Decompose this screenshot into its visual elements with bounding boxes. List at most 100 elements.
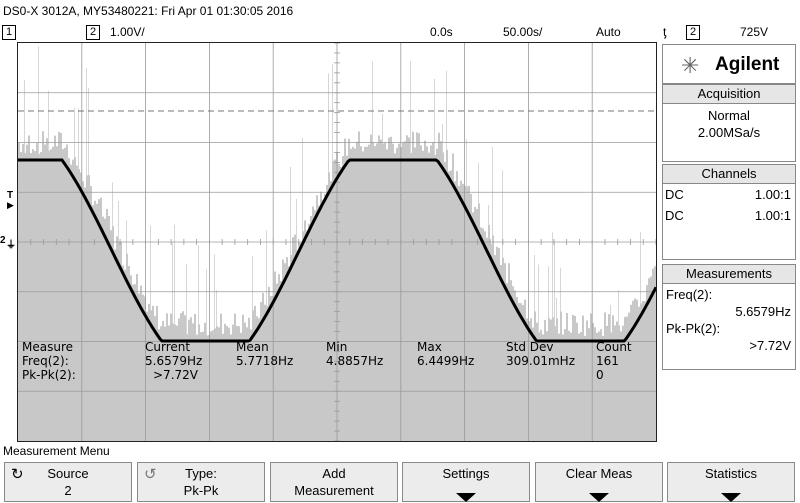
info-side-panel: ✳ Agilent Acquisition Normal 2.00MSa/s C… <box>660 42 800 442</box>
persistence-column <box>136 274 138 441</box>
persistence-column <box>542 334 544 441</box>
persistence-column <box>174 324 176 441</box>
persistence-column <box>586 320 588 441</box>
ground-icon: ⏚ <box>6 240 16 251</box>
add-measurement-softkey[interactable]: Add Measurement <box>270 462 398 502</box>
persistence-column <box>210 331 212 441</box>
rotate-knob-icon: ↻ <box>11 466 24 483</box>
softkey-bar: ↻ Source 2 ↺ Type: Pk-Pk Add Measurement… <box>0 460 800 503</box>
persistence-column <box>148 303 150 441</box>
persistence-column <box>286 257 288 441</box>
type-softkey[interactable]: ↺ Type: Pk-Pk <box>137 462 265 502</box>
persistence-column <box>404 141 406 441</box>
persistence-column <box>188 319 190 441</box>
persistence-column <box>468 185 470 441</box>
persistence-column <box>638 306 640 441</box>
persistence-spike <box>534 255 535 312</box>
waveform-display[interactable] <box>17 42 657 442</box>
channel-2-ground-marker[interactable]: 2 <box>0 235 6 246</box>
persistence-column <box>652 268 654 441</box>
brand-name: Agilent <box>715 54 780 75</box>
persistence-column <box>308 223 310 441</box>
persistence-column <box>216 326 218 441</box>
persistence-column <box>42 131 44 441</box>
channels-panel[interactable]: Channels DC 1.00:1 DC 1.00:1 <box>662 164 796 260</box>
source-softkey[interactable]: ↻ Source 2 <box>4 462 132 502</box>
persistence-column <box>80 172 82 441</box>
persistence-column <box>596 332 598 441</box>
persistence-column <box>264 304 266 441</box>
persistence-column <box>452 153 454 441</box>
persistence-column <box>610 332 612 441</box>
persistence-column <box>440 141 442 441</box>
persistence-column <box>370 134 372 441</box>
persistence-column <box>560 311 562 441</box>
pkpk-current: >7.72V <box>153 368 198 382</box>
persistence-column <box>428 152 430 441</box>
persistence-spike <box>186 264 187 335</box>
persistence-spike <box>328 73 329 173</box>
persistence-column <box>414 147 416 441</box>
persistence-column <box>318 205 320 441</box>
persistence-column <box>562 334 564 441</box>
persistence-column <box>444 161 446 441</box>
persistence-column <box>204 322 206 441</box>
persistence-column <box>226 325 228 441</box>
persistence-spike <box>112 182 113 227</box>
persistence-column <box>430 145 432 441</box>
persistence-column <box>570 332 572 441</box>
clear-meas-softkey[interactable]: Clear Meas <box>535 462 663 502</box>
persistence-column <box>128 266 130 441</box>
persistence-column <box>590 313 592 441</box>
persistence-column <box>552 317 554 441</box>
persistence-column <box>206 335 208 441</box>
persistence-column <box>190 317 192 441</box>
persistence-column <box>122 265 124 441</box>
persistence-column <box>614 325 616 441</box>
persistence-column <box>620 331 622 441</box>
persistence-column <box>388 137 390 441</box>
persistence-column <box>504 263 506 441</box>
measurements-header: Measurements <box>663 265 795 284</box>
channel-1-indicator[interactable]: 1 <box>2 25 16 40</box>
persistence-column <box>390 136 392 441</box>
persistence-column <box>594 327 596 441</box>
persistence-column <box>112 226 114 441</box>
measurements-panel[interactable]: Measurements Freq(2): 5.6579Hz Pk-Pk(2):… <box>662 264 796 370</box>
persistence-column <box>178 318 180 441</box>
statistics-softkey[interactable]: Statistics <box>667 462 795 502</box>
persistence-column <box>70 164 72 441</box>
persistence-column <box>234 313 236 441</box>
persistence-column <box>86 175 88 441</box>
persistence-column <box>516 296 518 441</box>
persistence-column <box>540 329 542 441</box>
persistence-column <box>406 135 408 441</box>
persistence-column <box>460 180 462 441</box>
acquisition-panel[interactable]: Acquisition Normal 2.00MSa/s <box>662 84 796 162</box>
persistence-column <box>288 266 290 441</box>
persistence-column <box>184 315 186 441</box>
freq-min: 4.8857Hz <box>326 354 384 368</box>
persistence-column <box>252 310 254 441</box>
settings-softkey[interactable]: Settings <box>402 462 530 502</box>
persistence-column <box>396 147 398 441</box>
persistence-column <box>544 320 546 441</box>
persistence-column <box>310 215 312 441</box>
channel-2-indicator[interactable]: 2 <box>86 25 100 40</box>
persistence-column <box>64 147 66 441</box>
persistence-column <box>192 323 194 441</box>
persistence-column <box>510 280 512 441</box>
persistence-column <box>56 146 58 441</box>
persistence-column <box>514 290 516 441</box>
persistence-column <box>490 244 492 441</box>
persistence-column <box>24 153 26 441</box>
header-current: Current <box>145 340 191 354</box>
persistence-spike <box>290 167 291 255</box>
persistence-column <box>650 276 652 441</box>
pkpk-stddev <box>506 368 575 382</box>
persistence-column <box>302 231 304 441</box>
persistence-column <box>486 237 488 441</box>
persistence-spike <box>556 297 557 319</box>
persistence-column <box>168 325 170 441</box>
persistence-column <box>386 149 388 441</box>
